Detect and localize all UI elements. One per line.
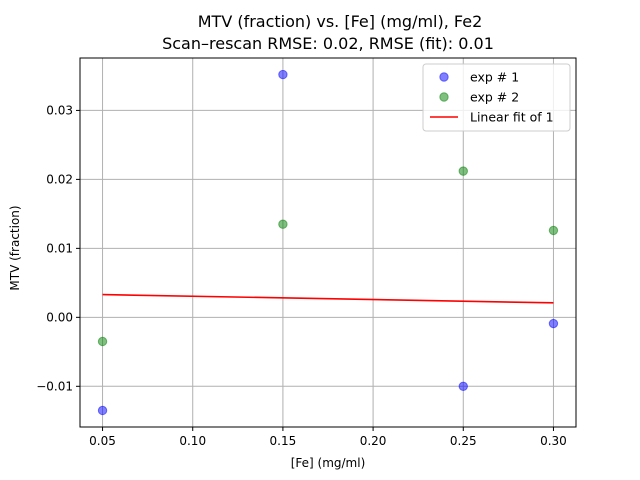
legend-box [422, 63, 571, 132]
linear-fit-line [102, 293, 554, 304]
x-tick-label: 0.20 [360, 434, 387, 448]
legend-label: exp # 2 [470, 90, 519, 105]
data-point [97, 336, 108, 347]
data-point [97, 405, 108, 416]
chart-subtitle: Scan–rescan RMSE: 0.02, RMSE (fit): 0.01 [162, 34, 494, 53]
data-point [278, 69, 288, 80]
x-axis-ticks: 0.05 0.10 0.15 0.20 0.25 0.30 [89, 427, 567, 448]
y-tick-label: 0.03 [46, 103, 73, 117]
y-tick-label: −0.01 [36, 379, 73, 393]
chart-title: MTV (fraction) vs. [Fe] (mg/ml), Fe2 [198, 12, 483, 31]
x-axis-label: [Fe] (mg/ml) [291, 456, 366, 470]
x-tick-label: 0.10 [179, 434, 206, 448]
x-tick-label: 0.05 [89, 434, 116, 448]
y-tick-label: 0.02 [46, 172, 73, 186]
data-point [278, 219, 288, 229]
legend: exp # 1 exp # 2 Linear fit of 1 [422, 63, 571, 132]
y-tick-label: 0.00 [46, 310, 73, 324]
legend-label: exp # 1 [470, 70, 519, 85]
fit-line-group [102, 293, 554, 304]
x-tick-label: 0.15 [270, 434, 297, 448]
y-axis-label: MTV (fraction) [8, 205, 22, 290]
y-axis-ticks: −0.01 0.00 0.01 0.02 0.03 [36, 103, 80, 393]
legend-marker-swatch [439, 92, 449, 102]
legend-marker-swatch [439, 72, 449, 82]
data-point [458, 381, 468, 392]
x-tick-label: 0.30 [540, 434, 567, 448]
plot-frame [79, 57, 577, 428]
data-point [458, 166, 468, 176]
x-tick-label: 0.25 [450, 434, 477, 448]
y-tick-label: 0.01 [46, 241, 73, 255]
legend-label: Linear fit of 1 [470, 110, 554, 125]
data-point [548, 318, 559, 329]
data-point [548, 225, 559, 236]
data-points [97, 69, 559, 416]
